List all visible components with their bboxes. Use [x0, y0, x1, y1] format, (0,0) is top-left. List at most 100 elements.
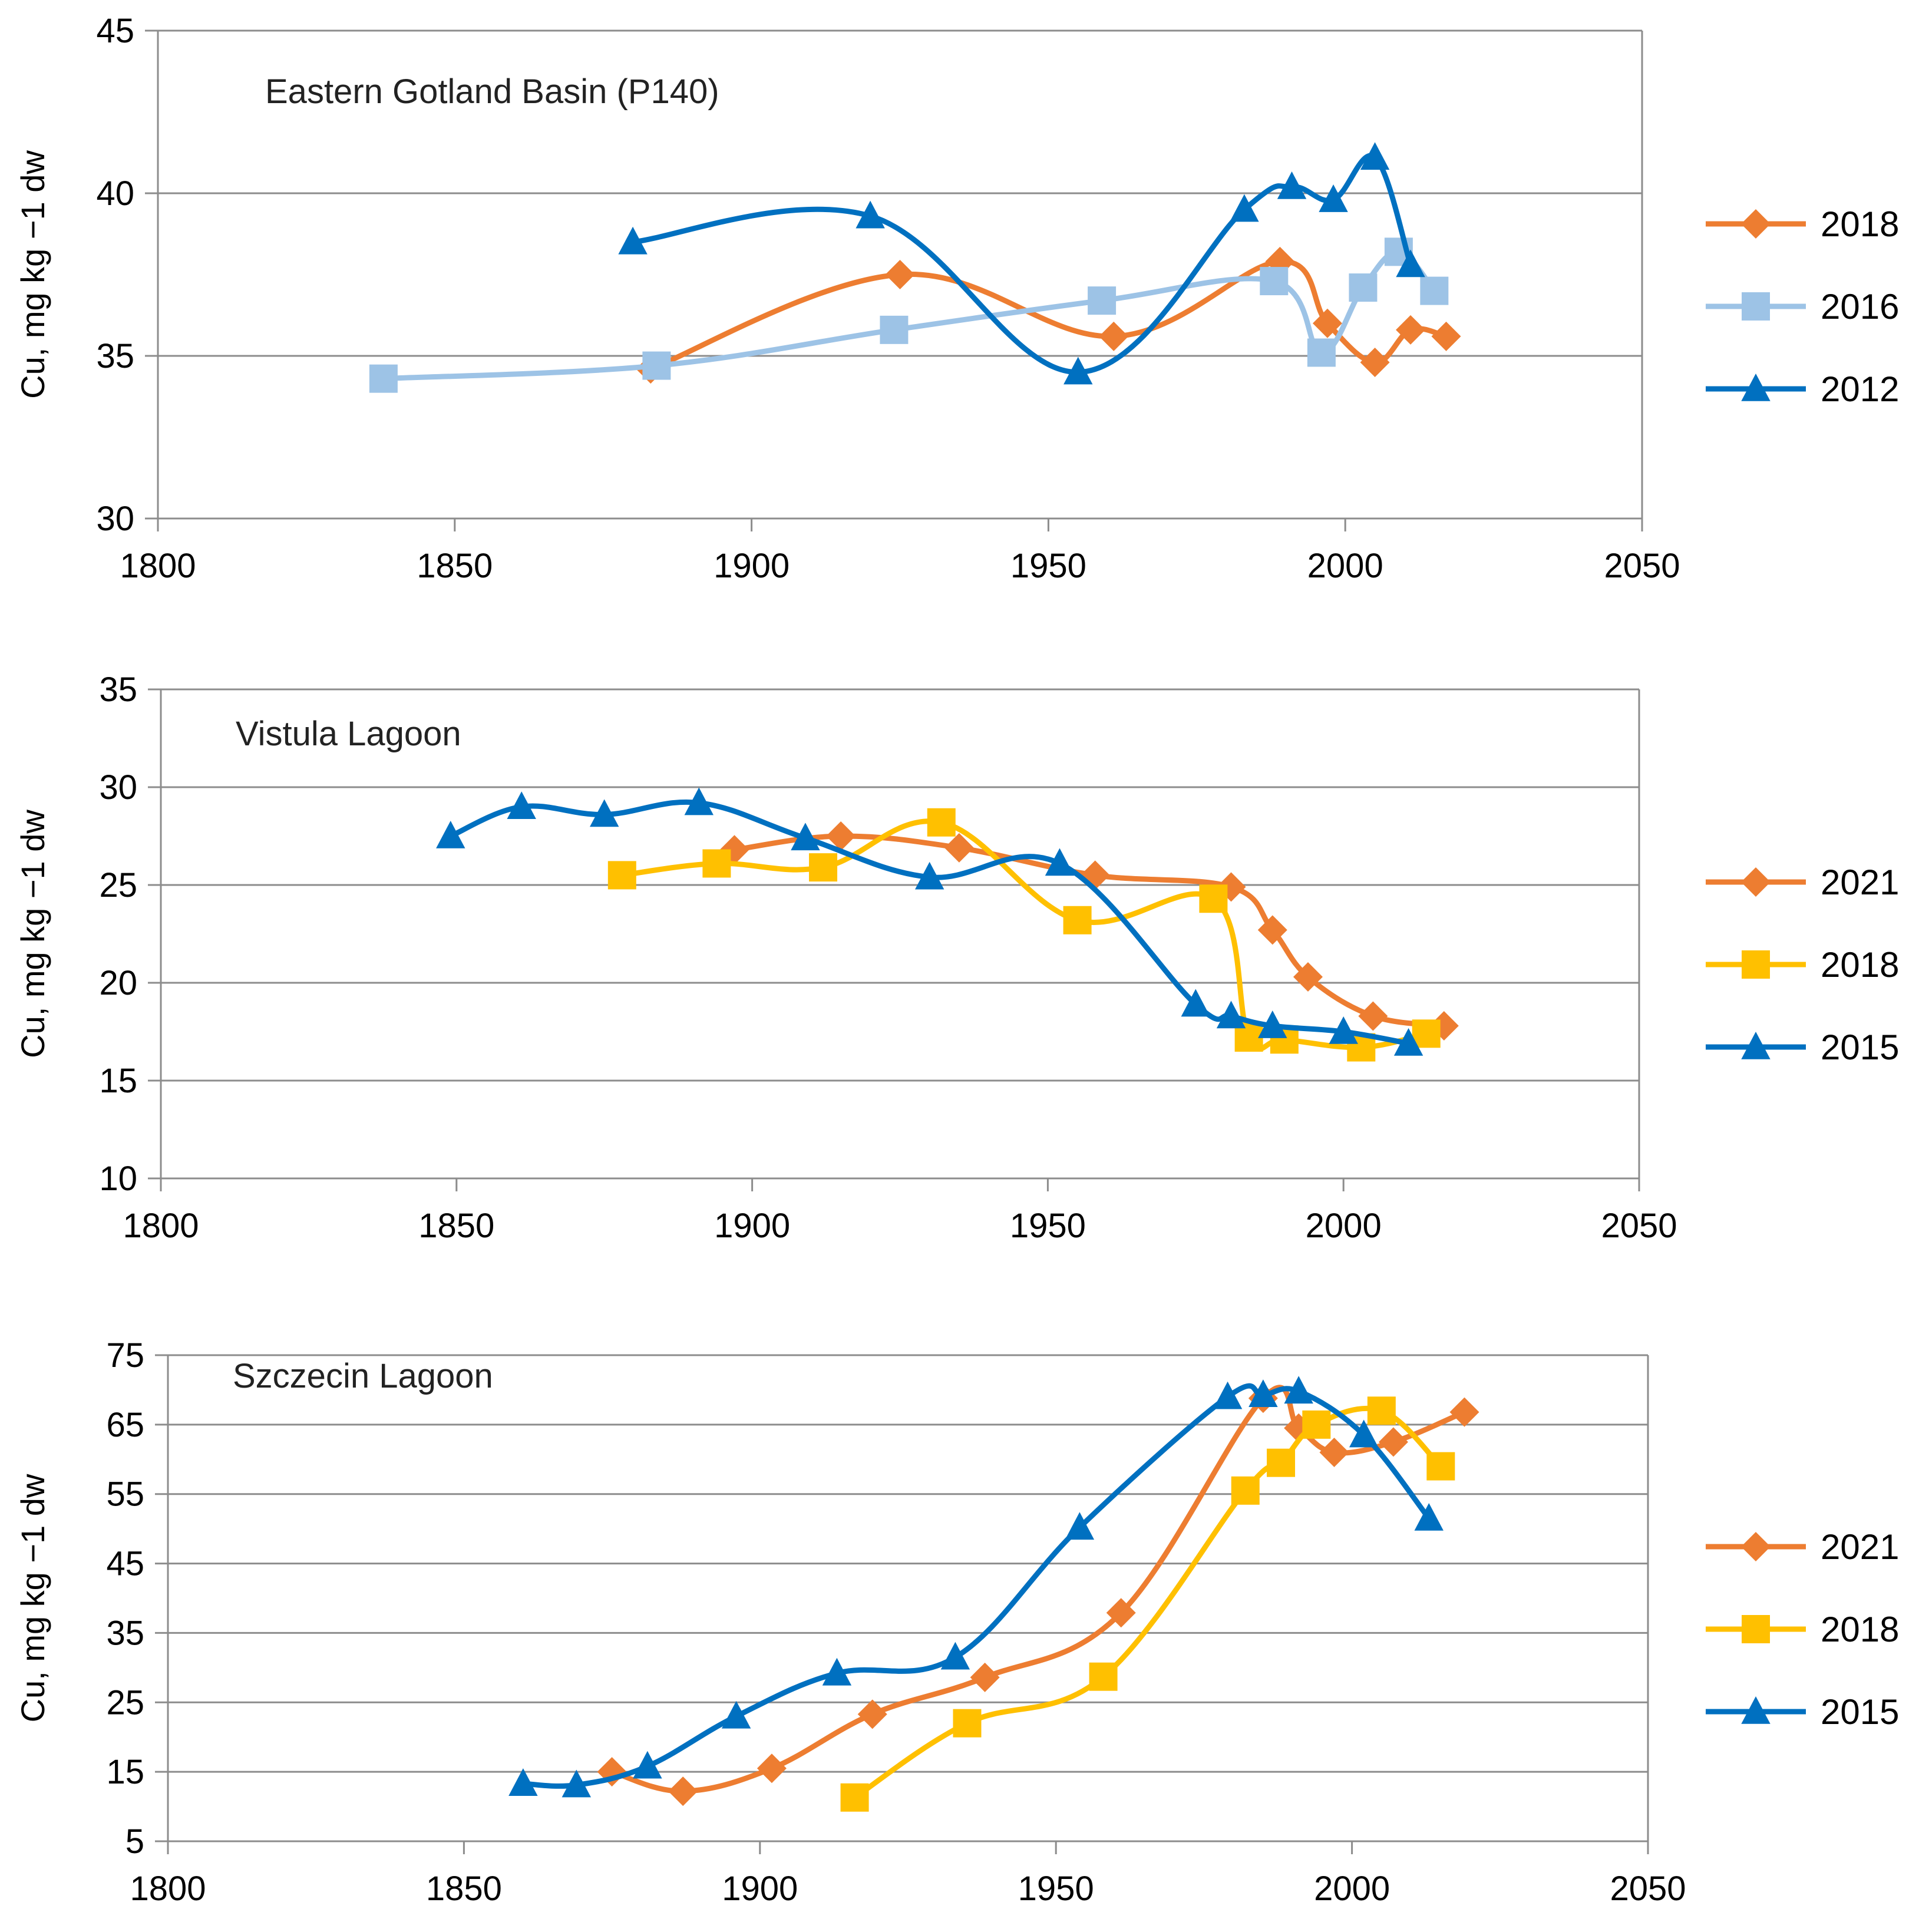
series-line-2021 — [732, 833, 1447, 1029]
x-tick-label: 1800 — [130, 1870, 206, 1908]
x-tick-label: 1950 — [1010, 547, 1086, 585]
y-tick-label: 45 — [96, 12, 134, 50]
data-point-2021 — [970, 1662, 1000, 1692]
data-point-2021 — [1106, 1598, 1136, 1628]
legend-label: 2018 — [1821, 204, 1899, 244]
data-point-2018 — [1063, 906, 1092, 934]
legend-label: 2015 — [1821, 1028, 1899, 1067]
legend-marker-2021 — [1741, 1532, 1771, 1561]
data-point-2015 — [684, 787, 714, 815]
y-tick-label: 5 — [125, 1822, 144, 1861]
data-point-2015 — [1393, 1028, 1423, 1056]
y-tick-label: 30 — [99, 768, 137, 807]
legend-marker-2018 — [1742, 950, 1770, 979]
legend-label: 2015 — [1821, 1692, 1899, 1732]
data-point-2018 — [809, 853, 838, 882]
legend-entry-2018: 2018 — [1706, 204, 1899, 244]
data-point-2018 — [1431, 321, 1461, 351]
legend-entry-2015: 2015 — [1706, 1692, 1899, 1732]
y-tick-label: 55 — [106, 1475, 144, 1514]
legend-entry-2021: 2021 — [1706, 1527, 1899, 1567]
data-point-2015 — [1248, 1379, 1278, 1407]
data-point-2015 — [914, 861, 944, 890]
chart-szczecin-lagoon: 5 15 25 35 45 55 65 75 1800 1850 1900 1950 2000 2050 S… — [14, 1336, 1899, 1908]
data-point-2018 — [1312, 308, 1342, 338]
x-tick-label: 1800 — [120, 547, 196, 585]
data-point-2016 — [369, 364, 398, 393]
y-tick-label: 35 — [99, 671, 137, 709]
data-point-2016 — [1307, 338, 1336, 367]
legend-label: 2021 — [1821, 863, 1899, 902]
data-point-2015 — [562, 1769, 592, 1798]
data-point-2015 — [1258, 1010, 1287, 1038]
series-2015 — [508, 1376, 1444, 1798]
x-tick-label: 2050 — [1601, 1207, 1677, 1245]
legend-marker-2018 — [1742, 1615, 1770, 1643]
chart-title: Vistula Lagoon — [236, 715, 461, 753]
data-point-2012 — [1063, 356, 1093, 385]
data-point-2016 — [1088, 286, 1117, 315]
data-point-2018 — [1302, 1410, 1331, 1439]
data-point-2018 — [607, 861, 636, 890]
x-tick-label: 1850 — [426, 1870, 502, 1908]
x-tick-label: 2000 — [1306, 1207, 1382, 1245]
x-tick-label: 1900 — [714, 547, 790, 585]
y-axis-label: Cu, mg kg −1 dw — [14, 1474, 51, 1722]
data-point-2018 — [1360, 348, 1390, 378]
y-tick-label: 25 — [106, 1683, 144, 1722]
legend-label: 2018 — [1821, 945, 1899, 985]
y-tick-label: 65 — [106, 1406, 144, 1444]
data-point-2021 — [1319, 1438, 1349, 1467]
data-point-2012 — [1319, 184, 1348, 212]
data-point-2015 — [791, 823, 820, 851]
x-tick-label: 1950 — [1018, 1870, 1094, 1908]
data-point-2015 — [1045, 848, 1075, 876]
data-point-2016 — [1349, 273, 1378, 302]
y-axis-label: Cu, mg kg −1 dw — [14, 150, 51, 399]
y-tick-label: 10 — [99, 1160, 137, 1198]
data-point-2012 — [618, 226, 648, 255]
y-tick-label: 75 — [106, 1336, 144, 1375]
chart-title: Szczecin Lagoon — [233, 1357, 493, 1395]
data-point-2018 — [1267, 1448, 1296, 1477]
y-tick-label: 30 — [96, 500, 134, 538]
data-point-2015 — [1065, 1512, 1095, 1540]
data-point-2018 — [927, 808, 956, 837]
x-tick-label: 1900 — [714, 1207, 790, 1245]
data-point-2018 — [1099, 321, 1129, 351]
data-point-2015 — [1284, 1376, 1313, 1404]
data-point-2015 — [507, 791, 536, 819]
data-point-2015 — [1216, 1000, 1246, 1029]
y-tick-label: 15 — [99, 1062, 137, 1100]
y-tick-label: 45 — [106, 1545, 144, 1583]
legend-label: 2021 — [1821, 1527, 1899, 1567]
data-point-2015 — [1213, 1381, 1243, 1409]
data-point-2018 — [1089, 1662, 1118, 1691]
legend-marker-2018 — [1741, 209, 1771, 239]
legend-entry-2015: 2015 — [1706, 1028, 1899, 1067]
series-2015 — [436, 787, 1423, 1056]
data-point-2015 — [1181, 989, 1210, 1017]
data-point-2015 — [1349, 1419, 1379, 1448]
data-point-2018 — [1231, 1476, 1260, 1505]
data-point-2021 — [857, 1699, 887, 1729]
legend-entry-2021: 2021 — [1706, 863, 1899, 902]
y-axis-label: Cu, mg kg −1 dw — [14, 810, 51, 1058]
data-point-2016 — [880, 315, 909, 344]
data-point-2015 — [590, 799, 619, 827]
legend-label: 2012 — [1821, 369, 1899, 409]
x-tick-label: 2050 — [1610, 1870, 1686, 1908]
series-2021 — [719, 821, 1459, 1041]
legend-entry-2018: 2018 — [1706, 945, 1899, 985]
data-point-2018 — [840, 1783, 869, 1812]
y-tick-label: 35 — [106, 1614, 144, 1652]
legend-entry-2016: 2016 — [1706, 287, 1899, 326]
data-point-2015 — [1329, 1016, 1358, 1044]
data-point-2018 — [1396, 315, 1426, 345]
x-tick-label: 1850 — [417, 547, 493, 585]
legend-marker-2015 — [1741, 1696, 1771, 1724]
legend-entry-2018: 2018 — [1706, 1610, 1899, 1649]
x-tick-label: 2000 — [1314, 1870, 1390, 1908]
